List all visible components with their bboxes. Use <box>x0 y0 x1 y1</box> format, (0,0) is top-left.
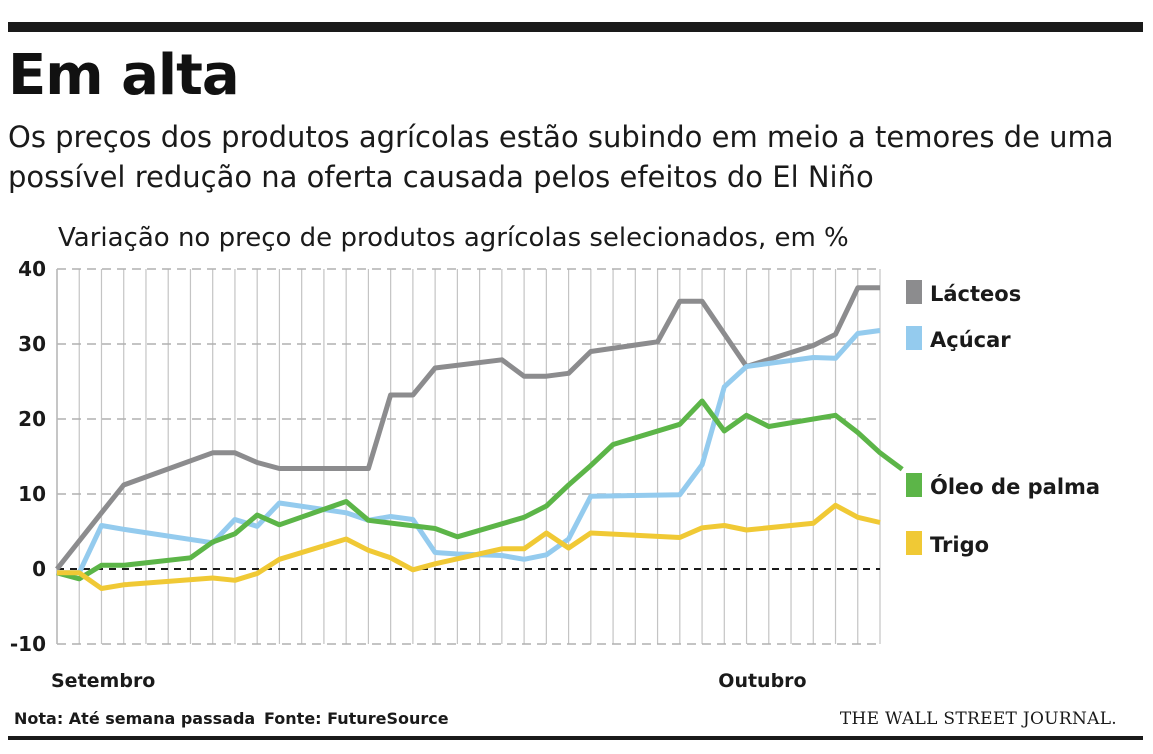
legend: Lácteos Açúcar Óleo de palma Trigo <box>906 280 1100 557</box>
y-tick-label: 30 <box>18 332 46 356</box>
legend-swatch <box>906 531 922 555</box>
y-tick-label: 20 <box>18 407 46 431</box>
x-period-label: Setembro <box>51 670 155 692</box>
top-rule <box>8 22 1143 32</box>
series-line <box>57 502 881 591</box>
bottom-rule <box>8 736 1143 740</box>
legend-label: Óleo de palma <box>930 474 1100 499</box>
legend-swatch <box>906 473 922 497</box>
x-period-label: Outubro <box>718 670 806 692</box>
headline: Em alta <box>8 43 240 108</box>
subtitle: Os preços dos produtos agrícolas estão s… <box>8 120 1114 194</box>
y-tick-label: 10 <box>18 482 46 506</box>
legend-label: Trigo <box>930 533 989 557</box>
footer-note: Nota: Até semana passada <box>14 709 256 728</box>
y-tick-label: 0 <box>32 557 46 581</box>
series-lines <box>55 285 904 591</box>
y-tick-label: -10 <box>10 632 46 656</box>
series-line <box>56 398 904 582</box>
legend-swatch <box>906 326 922 350</box>
series-line <box>57 328 881 576</box>
legend-label: Açúcar <box>930 328 1011 352</box>
legend-swatch <box>906 280 922 304</box>
footer-source: Fonte: FutureSource <box>264 709 449 728</box>
publication-brand: THE WALL STREET JOURNAL. <box>839 709 1117 729</box>
grid <box>56 268 881 645</box>
chart-title: Variação no preço de produtos agrícolas … <box>58 223 849 253</box>
legend-label: Lácteos <box>930 282 1021 306</box>
y-tick-label: 40 <box>18 257 46 281</box>
